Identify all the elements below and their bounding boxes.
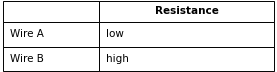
- Bar: [99, 47, 274, 71]
- Bar: [3, 1, 99, 22]
- Text: low: low: [106, 29, 124, 39]
- Text: Resistance: Resistance: [155, 6, 219, 16]
- Text: Wire B: Wire B: [10, 54, 44, 64]
- Bar: [3, 22, 99, 47]
- Bar: [99, 22, 274, 47]
- Bar: [99, 1, 274, 22]
- Text: high: high: [106, 54, 129, 64]
- Bar: [3, 47, 99, 71]
- Text: Wire A: Wire A: [10, 29, 44, 39]
